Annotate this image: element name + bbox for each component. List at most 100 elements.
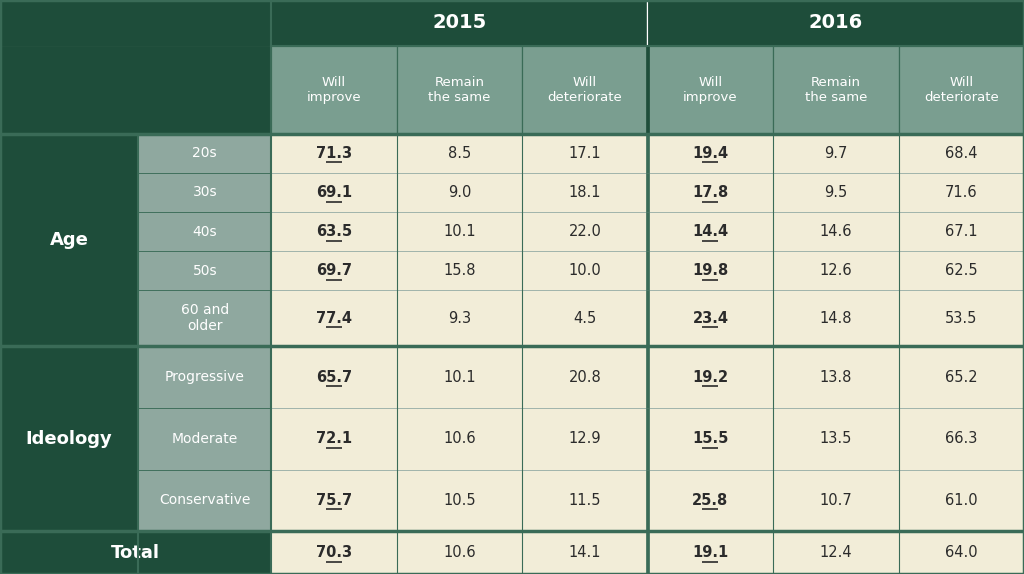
Bar [773, 290, 899, 347]
Bar [397, 212, 522, 251]
Text: 12.9: 12.9 [568, 431, 601, 447]
Bar [646, 212, 649, 251]
Bar [0, 0, 271, 45]
Text: 64.0: 64.0 [945, 545, 978, 560]
Bar [271, 45, 397, 134]
Text: 72.1: 72.1 [316, 431, 352, 447]
Bar [271, 212, 397, 251]
Text: 61.0: 61.0 [945, 493, 978, 508]
Bar [0, 531, 271, 574]
Bar [0, 134, 138, 347]
Text: 4.5: 4.5 [573, 311, 597, 326]
Bar [773, 173, 899, 212]
Bar [397, 531, 522, 574]
Text: 62.5: 62.5 [945, 263, 978, 278]
Text: 2015: 2015 [432, 13, 486, 32]
Bar [138, 173, 271, 212]
Bar [138, 290, 271, 347]
Bar [648, 45, 773, 134]
Text: 9.5: 9.5 [824, 185, 848, 200]
Text: 14.8: 14.8 [819, 311, 852, 326]
Bar [773, 531, 899, 574]
Text: Will
deteriorate: Will deteriorate [924, 76, 998, 104]
Text: Conservative: Conservative [159, 494, 251, 507]
Bar [773, 212, 899, 251]
Text: 14.4: 14.4 [692, 224, 728, 239]
Bar [646, 470, 649, 531]
Bar [271, 290, 397, 347]
Bar [271, 408, 397, 470]
Text: Total: Total [112, 544, 160, 561]
Bar [522, 290, 648, 347]
Bar [271, 173, 397, 212]
Bar [522, 134, 648, 173]
Bar [646, 173, 649, 212]
Text: 18.1: 18.1 [568, 185, 601, 200]
Bar [397, 173, 522, 212]
Bar [138, 251, 271, 290]
Bar [522, 470, 648, 531]
Bar [646, 408, 649, 470]
Bar [773, 408, 899, 470]
Bar [648, 347, 773, 408]
Text: 40s: 40s [193, 224, 217, 239]
Text: 22.0: 22.0 [568, 224, 601, 239]
Text: 19.2: 19.2 [692, 370, 728, 385]
Bar [899, 134, 1024, 173]
Bar [646, 134, 649, 173]
Bar [138, 212, 271, 251]
Text: 12.6: 12.6 [819, 263, 852, 278]
Text: 60 and
older: 60 and older [180, 303, 229, 333]
Text: 66.3: 66.3 [945, 431, 978, 447]
Text: 20s: 20s [193, 146, 217, 160]
Bar [397, 347, 522, 408]
Text: 10.1: 10.1 [443, 370, 476, 385]
Text: Will
improve: Will improve [683, 76, 737, 104]
Text: Remain
the same: Remain the same [428, 76, 490, 104]
Text: Age: Age [50, 231, 88, 249]
Text: Ideology: Ideology [26, 430, 113, 448]
Bar [397, 134, 522, 173]
Text: Will
deteriorate: Will deteriorate [548, 76, 623, 104]
Bar [648, 251, 773, 290]
Bar [899, 45, 1024, 134]
Bar [899, 173, 1024, 212]
Bar [522, 347, 648, 408]
Text: 17.1: 17.1 [568, 146, 601, 161]
Bar [271, 347, 397, 408]
Bar [646, 251, 649, 290]
Bar [397, 251, 522, 290]
Text: 10.6: 10.6 [443, 431, 476, 447]
Bar [647, 0, 648, 45]
Bar [646, 531, 649, 574]
Bar [899, 251, 1024, 290]
Text: 25.8: 25.8 [692, 493, 728, 508]
Bar [522, 251, 648, 290]
Text: 19.4: 19.4 [692, 146, 728, 161]
Text: 9.0: 9.0 [447, 185, 471, 200]
Text: 17.8: 17.8 [692, 185, 728, 200]
Text: 65.2: 65.2 [945, 370, 978, 385]
Bar [648, 290, 773, 347]
Text: Progressive: Progressive [165, 370, 245, 384]
Bar [0, 347, 138, 531]
Text: 11.5: 11.5 [568, 493, 601, 508]
Text: Moderate: Moderate [172, 432, 238, 446]
Bar [397, 470, 522, 531]
Text: 9.3: 9.3 [447, 311, 471, 326]
Text: 10.6: 10.6 [443, 545, 476, 560]
Bar [0, 45, 271, 134]
Text: 75.7: 75.7 [316, 493, 352, 508]
Text: 10.1: 10.1 [443, 224, 476, 239]
Bar [773, 45, 899, 134]
Text: 15.8: 15.8 [443, 263, 476, 278]
Text: 10.5: 10.5 [443, 493, 476, 508]
Bar [773, 347, 899, 408]
Text: 70.3: 70.3 [316, 545, 352, 560]
Bar [773, 134, 899, 173]
Text: 77.4: 77.4 [316, 311, 352, 326]
Bar [271, 0, 648, 45]
Text: 50s: 50s [193, 263, 217, 278]
Bar [648, 408, 773, 470]
Bar [522, 212, 648, 251]
